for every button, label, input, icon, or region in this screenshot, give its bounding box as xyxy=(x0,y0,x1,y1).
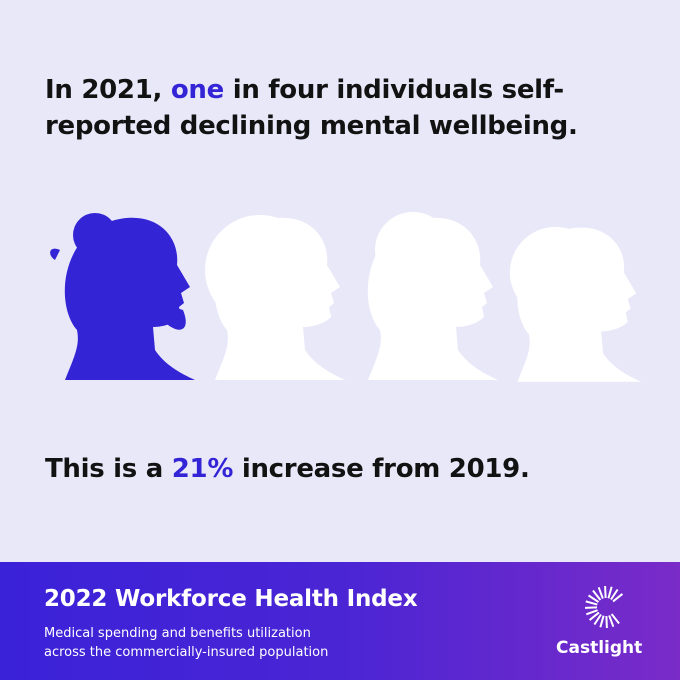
logo-ray xyxy=(587,594,600,603)
silhouette xyxy=(205,215,345,380)
subtitle-line: across the commercially-insured populati… xyxy=(44,645,329,660)
footer-subtitle: Medical spending and benefits utilizatio… xyxy=(44,624,328,662)
logo-ray xyxy=(610,613,620,625)
logo-ray xyxy=(607,586,613,599)
headline: In 2021, one in four individuals self-re… xyxy=(45,72,615,144)
footer-title: 2022 Workforce Health Index xyxy=(44,586,418,612)
logo-ray xyxy=(608,615,615,628)
logo-ray xyxy=(599,615,605,628)
logo-text: Castlight xyxy=(556,638,643,658)
statement-highlight: 21% xyxy=(171,454,234,484)
logo-ray xyxy=(610,588,619,601)
subtitle-line: Medical spending and benefits utilizatio… xyxy=(44,626,311,641)
logo-ray xyxy=(593,613,602,626)
logo-ray xyxy=(597,586,604,599)
headline-highlight: one xyxy=(170,75,224,105)
logo-ray xyxy=(585,609,598,616)
footer: 2022 Workforce Health Index Medical spen… xyxy=(0,562,680,680)
silhouettes xyxy=(50,212,641,382)
headline-text: in four individuals self-reported declin… xyxy=(45,75,578,141)
statement-text: This is a xyxy=(45,454,163,484)
logo-ray xyxy=(584,606,598,609)
logo-ray xyxy=(604,585,607,599)
logo-ray xyxy=(588,611,600,621)
logo-ray xyxy=(592,589,602,601)
statement: This is a 21% increase from 2019. xyxy=(45,454,530,484)
logo-mark xyxy=(584,585,624,629)
statement-text: increase from 2019. xyxy=(241,454,530,484)
silhouette xyxy=(367,212,498,380)
logo-ray xyxy=(612,593,624,603)
silhouette xyxy=(509,226,641,382)
logo-ray xyxy=(605,615,608,629)
logo-ray xyxy=(585,600,598,606)
headline-text: In 2021, xyxy=(45,75,163,105)
silhouette-highlighted xyxy=(50,213,195,380)
